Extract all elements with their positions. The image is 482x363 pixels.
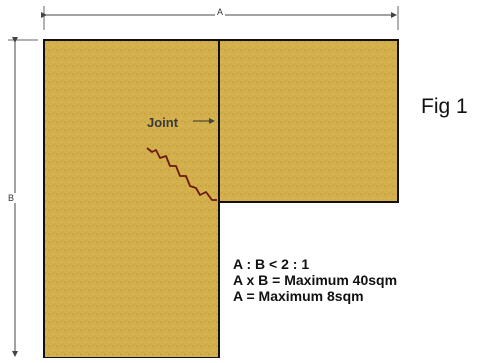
rule-area: A x B = Maximum 40sqm [233,272,398,288]
slab-rules: A : B < 2 : 1 A x B = Maximum 40sqm A = … [233,256,397,304]
l-shaped-slab [43,39,399,359]
rule-ratio: A : B < 2 : 1 [233,256,310,272]
crack-line [146,147,217,201]
joint-label: Joint [147,115,179,130]
dimension-a-label: A [215,7,226,17]
figure-title: Fig 1 [421,95,468,118]
dimension-b-label: B [6,193,17,203]
rule-length: A = Maximum 8sqm [233,288,364,304]
